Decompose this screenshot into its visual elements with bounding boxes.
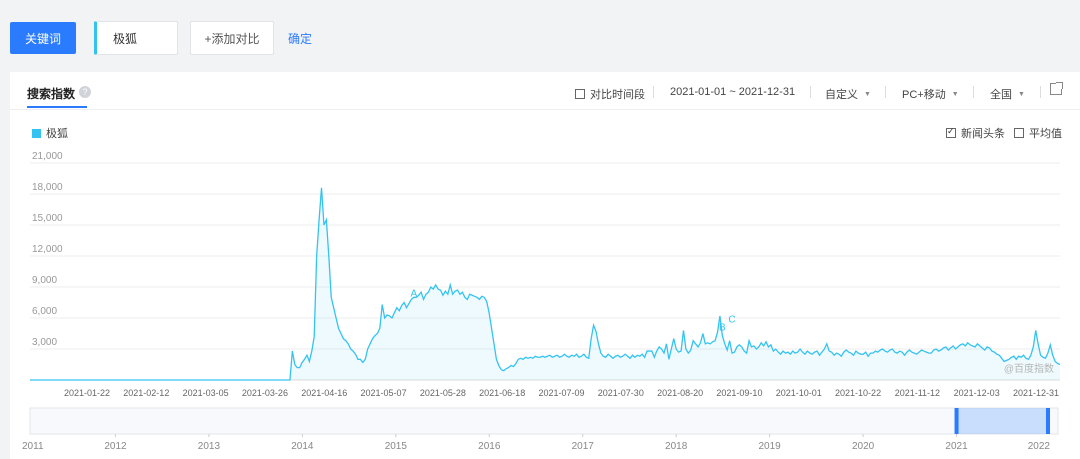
range-selector[interactable] (29, 407, 1059, 435)
device-select-value: PC+移动 (902, 89, 946, 101)
keyword-input[interactable]: 极狐 (94, 21, 178, 55)
confirm-link[interactable]: 确定 (288, 32, 313, 46)
x-tick-label: 2021-03-05 (183, 388, 229, 398)
region-select[interactable]: 全国 ▼ (990, 86, 1025, 102)
custom-select[interactable]: 自定义 ▼ (825, 86, 871, 102)
legend[interactable]: 极狐 (32, 125, 68, 141)
year-label: 2019 (759, 441, 782, 452)
year-label: 2022 (1028, 441, 1051, 452)
x-tick-label: 2021-10-22 (835, 388, 881, 398)
year-label: 2018 (665, 441, 688, 452)
checkbox-icon[interactable] (575, 89, 585, 99)
custom-select-value: 自定义 (825, 89, 858, 101)
x-tick-label: 2021-07-30 (598, 388, 644, 398)
question-icon[interactable]: ? (79, 86, 91, 98)
divider (1040, 86, 1041, 98)
year-label: 2012 (104, 441, 127, 452)
x-tick-label: 2021-06-18 (479, 388, 525, 398)
average-toggle[interactable]: 平均值 (1014, 125, 1062, 141)
tab-search-index[interactable]: 搜索指数 (27, 87, 76, 101)
caret-down-icon: ▼ (1018, 90, 1025, 98)
legend-label: 极狐 (46, 128, 68, 140)
x-tick-label: 2021-12-03 (954, 388, 1000, 398)
annotation-a[interactable]: A (410, 289, 417, 300)
year-label: 2013 (198, 441, 221, 452)
year-label: 2020 (852, 441, 875, 452)
tab-bar: 搜索指数 ? 对比时间段 2021-01-01 ~ 2021-12-31 自定义… (10, 72, 1080, 110)
legend-swatch (32, 128, 41, 138)
x-tick-label: 2021-07-09 (538, 388, 584, 398)
toolbar: 关键词 极狐 +添加对比 确定 (0, 0, 1080, 62)
chart-panel: 搜索指数 ? 对比时间段 2021-01-01 ~ 2021-12-31 自定义… (10, 72, 1080, 459)
year-label: 2015 (385, 441, 408, 452)
news-headline-toggle[interactable]: 新闻头条 (946, 125, 1005, 141)
y-tick-label: 18,000 (32, 182, 63, 193)
caret-down-icon: ▼ (951, 90, 959, 98)
divider (810, 86, 811, 98)
keyword-button[interactable]: 关键词 (10, 22, 76, 54)
external-link-icon[interactable] (1050, 82, 1063, 95)
y-tick-label: 6,000 (32, 306, 57, 317)
checkbox-icon[interactable] (1014, 128, 1024, 138)
tab-underline (27, 106, 87, 108)
x-tick-label: 2021-11-12 (895, 388, 940, 398)
x-tick-label: 2021-02-12 (123, 388, 169, 398)
year-label: 2016 (478, 441, 501, 452)
x-tick-label: 2021-12-31 (1013, 388, 1059, 398)
annotation-b[interactable]: B (719, 323, 726, 334)
device-select[interactable]: PC+移动 ▼ (902, 86, 959, 102)
divider (973, 86, 974, 98)
year-label: 2017 (572, 441, 595, 452)
range-handle-right[interactable] (1046, 408, 1050, 434)
add-compare-button[interactable]: +添加对比 (190, 21, 274, 55)
watermark: @百度指数 (1004, 362, 1054, 375)
average-label: 平均值 (1029, 128, 1062, 140)
y-tick-label: 12,000 (32, 244, 63, 255)
y-tick-label: 15,000 (32, 213, 63, 224)
checkbox-icon[interactable] (946, 126, 956, 138)
y-tick-label: 21,000 (32, 151, 63, 162)
series-area (30, 187, 1060, 380)
date-range-picker[interactable]: 2021-01-01 ~ 2021-12-31 (670, 86, 795, 98)
compare-period-toggle[interactable]: 对比时间段 (575, 86, 645, 102)
x-tick-label: 2021-05-28 (420, 388, 466, 398)
region-select-value: 全国 (990, 89, 1012, 101)
x-tick-label: 2021-05-07 (361, 388, 407, 398)
x-tick-label: 2021-01-22 (64, 388, 110, 398)
x-tick-label: 2021-08-20 (657, 388, 703, 398)
divider (653, 86, 654, 98)
date-range-value: 2021-01-01 ~ 2021-12-31 (670, 86, 796, 98)
x-tick-label: 2021-10-01 (776, 388, 822, 398)
x-tick-label: 2021-04-16 (301, 388, 347, 398)
y-tick-label: 9,000 (32, 275, 57, 286)
annotation-c[interactable]: C (728, 314, 735, 325)
year-label: 2021 (945, 441, 968, 452)
y-tick-label: 3,000 (32, 337, 57, 348)
divider (885, 86, 886, 98)
year-label: 2014 (291, 441, 314, 452)
caret-down-icon: ▼ (864, 90, 871, 98)
compare-period-label: 对比时间段 (590, 89, 645, 101)
range-selection[interactable] (956, 408, 1050, 434)
x-tick-label: 2021-03-26 (242, 388, 288, 398)
year-label: 2011 (22, 441, 44, 452)
news-headline-label: 新闻头条 (961, 128, 1005, 140)
range-handle-left[interactable] (954, 408, 959, 434)
series-line[interactable] (30, 187, 1061, 381)
x-tick-label: 2021-09-10 (716, 388, 762, 398)
